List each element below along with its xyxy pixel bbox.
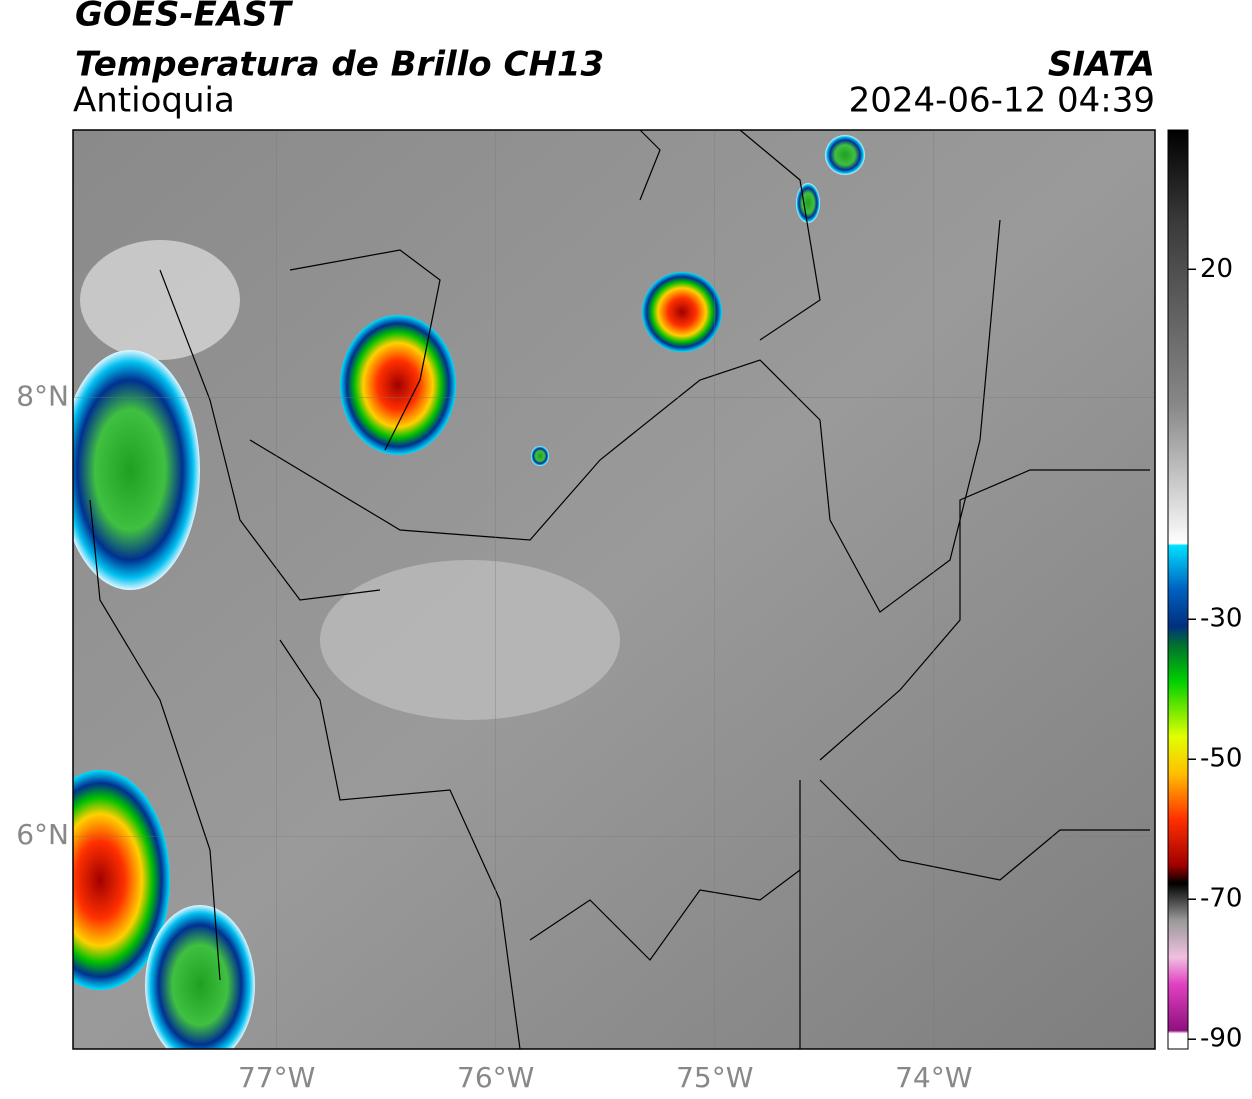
- colorbar-tick-label: -30: [1200, 604, 1242, 634]
- datetime: 2024-06-12 04:39: [849, 81, 1155, 121]
- y-tick-label: 8°N: [16, 380, 69, 413]
- colorbar-tick-label: -70: [1200, 884, 1242, 914]
- map-image: [73, 130, 1155, 1049]
- x-tick-label: 75°W: [676, 1061, 753, 1094]
- colorbar-tick-label: -50: [1200, 744, 1242, 774]
- x-tick-label: 77°W: [238, 1061, 315, 1094]
- colorbar: [1167, 129, 1189, 1050]
- grid: [73, 130, 1155, 1049]
- x-tick-label: 74°W: [895, 1061, 972, 1094]
- title: GOES-EAST: [75, 0, 294, 35]
- colorbar-tick-label: -90: [1200, 1024, 1242, 1054]
- colorbar-tick-label: 20: [1200, 254, 1233, 284]
- subtitle: Temperatura de Brillo CH13: [75, 45, 604, 85]
- map-frame: [72, 129, 1156, 1050]
- source: SIATA: [1048, 45, 1155, 85]
- x-tick-label: 76°W: [457, 1061, 534, 1094]
- y-tick-label: 6°N: [16, 818, 69, 851]
- region: Antioquia: [73, 81, 235, 121]
